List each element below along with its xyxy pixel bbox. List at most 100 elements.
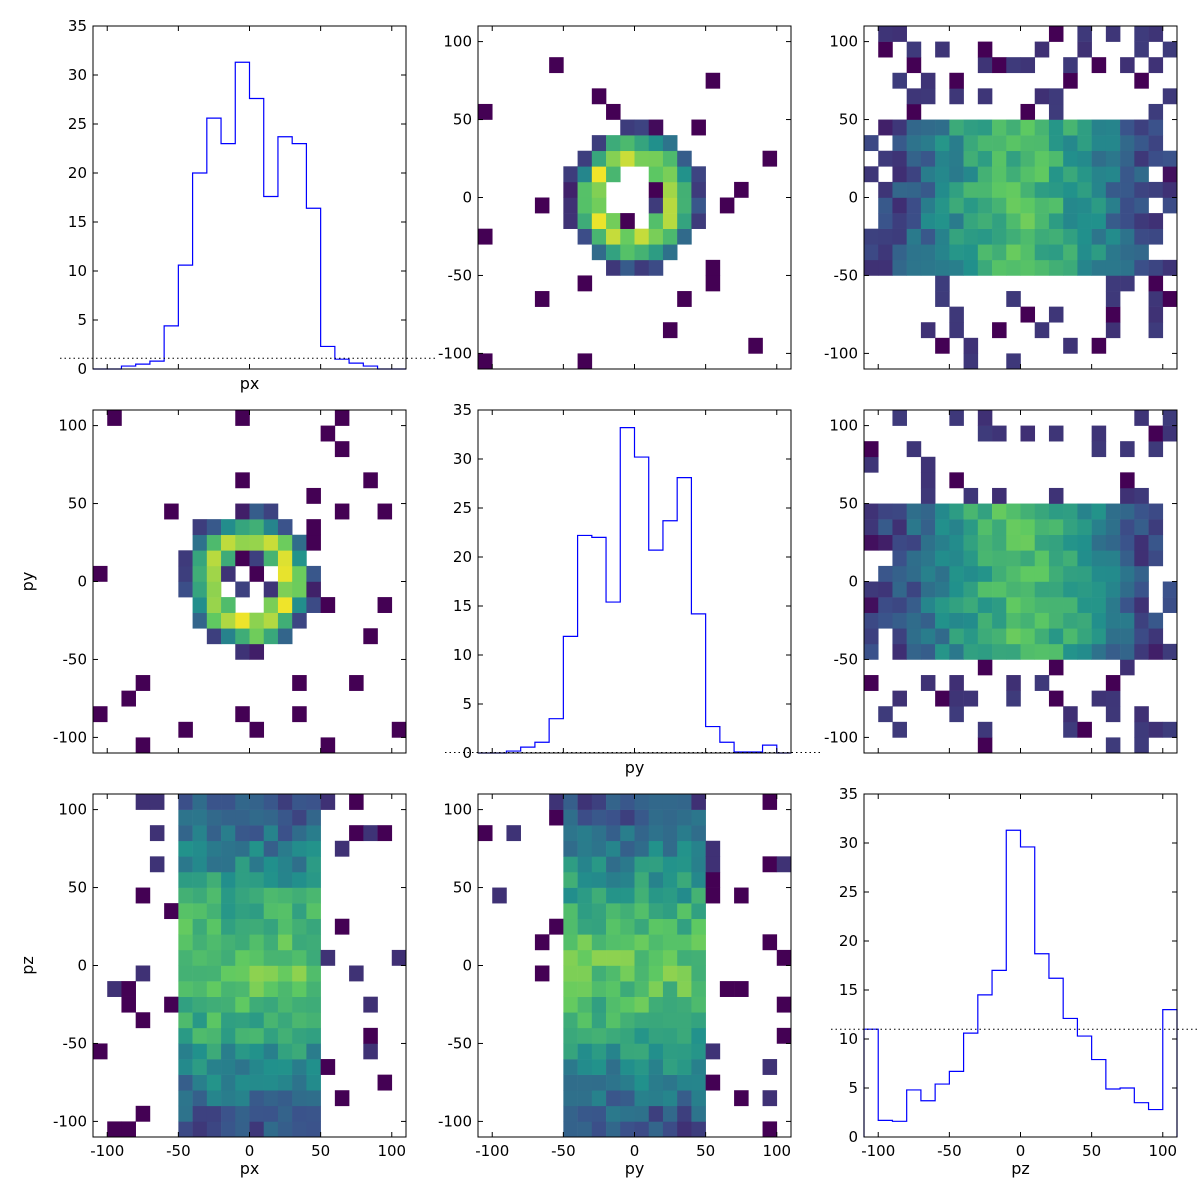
panel-pz-px-heatmap: -100 -50 0 50 100 -100 -50 0 50 100 px pz (18, 793, 407, 1178)
heatmap-cell (1006, 643, 1021, 660)
heatmap-cell (949, 534, 964, 551)
heatmap-cell (1120, 181, 1135, 198)
heatmap-cell (1048, 612, 1064, 629)
heatmap-cell (263, 949, 279, 966)
heatmap-cell (977, 181, 993, 198)
heatmap-cell (648, 809, 664, 826)
heatmap-cell (1091, 519, 1107, 536)
heatmap-cell (648, 197, 664, 214)
heatmap-cell (1077, 628, 1092, 645)
heatmap-cell (677, 996, 692, 1013)
heatmap-cell (1063, 259, 1078, 276)
heatmap-cell (1077, 228, 1092, 245)
heatmap-cell (1105, 690, 1121, 707)
x-tick-label: 100 (1148, 1142, 1177, 1160)
heatmap-cell (920, 259, 936, 276)
heatmap-cell (935, 259, 950, 276)
heatmap-cell (1162, 721, 1178, 738)
heatmap-cell (1063, 534, 1078, 551)
heatmap-cell (363, 1043, 378, 1060)
heatmap-cell (1134, 213, 1149, 229)
heatmap-cell (1077, 721, 1092, 738)
heatmap-cell (306, 487, 321, 504)
heatmap-cell (705, 856, 721, 873)
heatmap-cell (235, 1012, 250, 1029)
heatmap-cell (606, 103, 621, 120)
heatmap-cell (563, 903, 578, 920)
y-tick-label: 0 (77, 573, 87, 591)
heatmap-cell (677, 1012, 692, 1029)
heatmap-cell (1148, 628, 1164, 645)
heatmap-cell (992, 612, 1007, 629)
heatmap-cell (691, 871, 706, 888)
heatmap-cell (963, 244, 979, 261)
heatmap-cell (1148, 322, 1164, 339)
heatmap-cell (277, 1059, 293, 1075)
heatmap-cell (1048, 181, 1064, 198)
heatmap-cell (691, 1059, 706, 1075)
heatmap-cell (1091, 119, 1107, 136)
heatmap-cell (662, 228, 678, 245)
heatmap-cell (935, 643, 950, 660)
heatmap-cell (1048, 306, 1064, 323)
heatmap-cell (606, 1121, 621, 1138)
heatmap-cell (920, 581, 936, 598)
heatmap-cell (1120, 565, 1135, 582)
heatmap-cell (662, 150, 678, 167)
heatmap-cell (192, 1090, 208, 1107)
y-tick-label: 25 (453, 499, 472, 517)
heatmap-cell (1034, 213, 1050, 229)
heatmap-cell (235, 871, 250, 888)
heatmap-cell (1020, 612, 1036, 629)
heatmap-cell (662, 1105, 678, 1122)
heatmap-cell (192, 1121, 208, 1138)
heatmap-cell (235, 1059, 250, 1075)
heatmap-cell (992, 534, 1007, 551)
heatmap-cell (949, 135, 964, 152)
heatmap-cell (1006, 135, 1021, 152)
heatmap-cell (1091, 441, 1107, 458)
heatmap-cell (1134, 643, 1149, 660)
heatmap-cell (734, 1090, 749, 1107)
heatmap-cell (1105, 675, 1121, 691)
heatmap-cell (277, 903, 293, 920)
heatmap-cell (178, 934, 193, 951)
heatmap-cell (563, 1012, 578, 1029)
heatmap-cell (920, 503, 936, 520)
heatmap-cell (221, 918, 236, 935)
heatmap-cell (906, 228, 922, 245)
heatmap-cell (1120, 612, 1135, 629)
heatmap-cell (1048, 166, 1064, 183)
heatmap-cell (1063, 150, 1078, 167)
heatmap-cell (591, 1074, 607, 1091)
heatmap-cell (306, 809, 321, 826)
y-tick-label: 0 (77, 360, 87, 378)
y-tick-label: -50 (834, 650, 859, 668)
heatmap-cell (992, 519, 1007, 536)
heatmap-cell (634, 119, 650, 136)
heatmap-cell (292, 550, 307, 567)
heatmap-cell (235, 503, 250, 520)
heatmap-cell (249, 1105, 265, 1122)
heatmap-cell (992, 565, 1007, 582)
heatmap-cell (1063, 72, 1078, 89)
heatmap-cell (249, 1027, 265, 1044)
y-tick-label: 0 (848, 573, 858, 591)
heatmap-cell (734, 887, 749, 904)
heatmap-cell (221, 1059, 236, 1075)
y-tick-label: 20 (453, 548, 472, 566)
heatmap-cell (662, 840, 678, 857)
heatmap-cell (107, 1121, 122, 1138)
heatmap-cell (277, 856, 293, 873)
x-axis-label: px (240, 1159, 260, 1178)
heatmap-cell (935, 166, 950, 183)
heatmap-cell (235, 825, 250, 842)
heatmap-cell (677, 856, 692, 873)
heatmap-cell (235, 472, 250, 489)
heatmap-cell (1006, 550, 1021, 567)
heatmap-cell (1048, 88, 1064, 105)
heatmap-cell (634, 1043, 650, 1060)
heatmap-cell (1020, 565, 1036, 582)
heatmap-cell (292, 1059, 307, 1075)
heatmap-cell (648, 1090, 664, 1107)
